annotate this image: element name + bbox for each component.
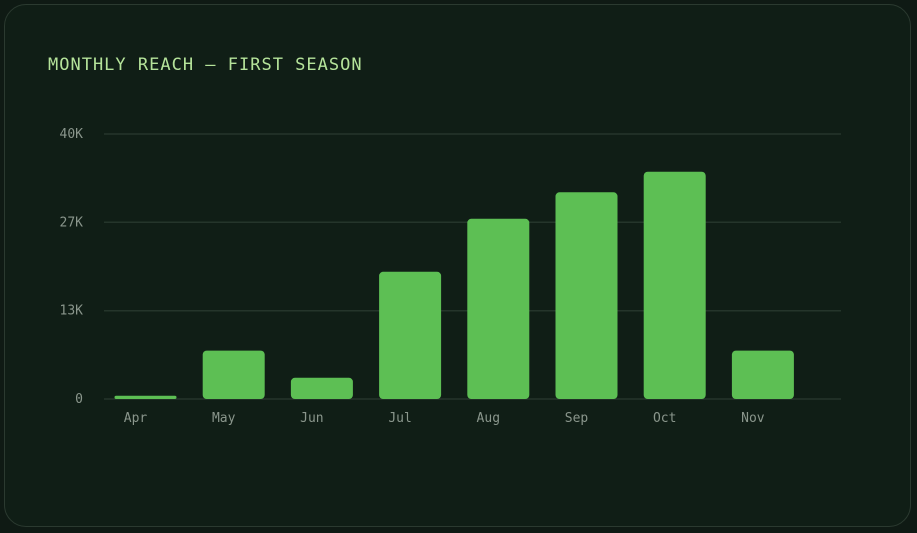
bar-apr [114, 395, 177, 399]
bar-sep [555, 192, 618, 399]
y-tick-label: 40K [60, 127, 84, 142]
x-tick-label: Jun [300, 411, 323, 426]
x-tick-label: Sep [565, 411, 589, 426]
bar-may [202, 350, 265, 399]
x-axis-ticks: Apr May Jun Jul Aug Sep Oct Nov [124, 411, 765, 426]
x-tick-label: Nov [741, 411, 765, 426]
chart-title: MONTHLY REACH — FIRST SEASON [48, 55, 363, 75]
y-tick-label: 13K [60, 304, 84, 319]
y-axis-ticks: 0 13K 27K 40K [60, 127, 84, 407]
x-tick-label: Jul [388, 411, 411, 426]
y-tick-label: 0 [75, 392, 83, 407]
y-tick-label: 27K [60, 215, 84, 230]
bar-jun [290, 377, 353, 399]
bar-oct [643, 171, 706, 399]
x-tick-label: Oct [653, 411, 676, 426]
bar-jul [379, 271, 442, 399]
x-tick-label: May [212, 411, 236, 426]
x-tick-label: Apr [124, 411, 148, 426]
bar-nov [731, 350, 794, 399]
bar-aug [467, 218, 530, 399]
chart-card: MONTHLY REACH — FIRST SEASON [4, 4, 911, 527]
bars [114, 171, 794, 399]
x-tick-label: Aug [477, 411, 500, 426]
